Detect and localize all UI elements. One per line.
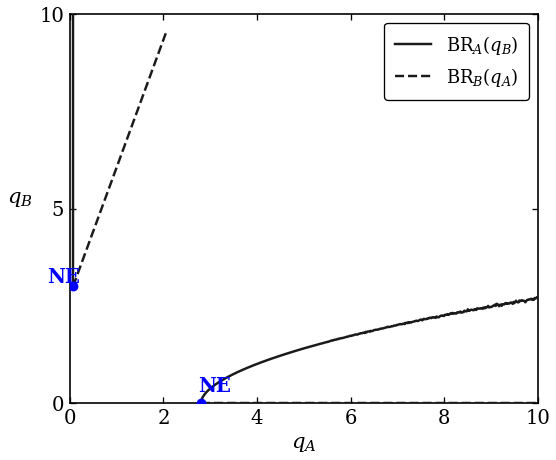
Y-axis label: $q_B$: $q_B$	[7, 190, 32, 209]
Legend: $\mathrm{BR}_A(q_B)$, $\mathrm{BR}_B(q_A)$: $\mathrm{BR}_A(q_B)$, $\mathrm{BR}_B(q_A…	[384, 23, 528, 100]
X-axis label: $q_A$: $q_A$	[291, 434, 316, 454]
Text: NE: NE	[198, 375, 231, 396]
Text: NE: NE	[47, 266, 80, 287]
